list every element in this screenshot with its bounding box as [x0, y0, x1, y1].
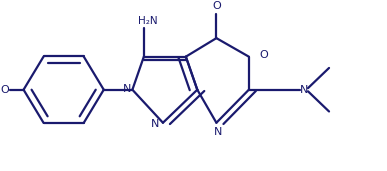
Text: H₂N: H₂N	[138, 16, 158, 26]
Text: O: O	[1, 85, 10, 95]
Text: N: N	[214, 127, 223, 137]
Text: N: N	[151, 119, 159, 129]
Text: N: N	[300, 85, 308, 95]
Text: O: O	[260, 50, 268, 60]
Text: N: N	[123, 84, 132, 94]
Text: O: O	[212, 1, 221, 11]
